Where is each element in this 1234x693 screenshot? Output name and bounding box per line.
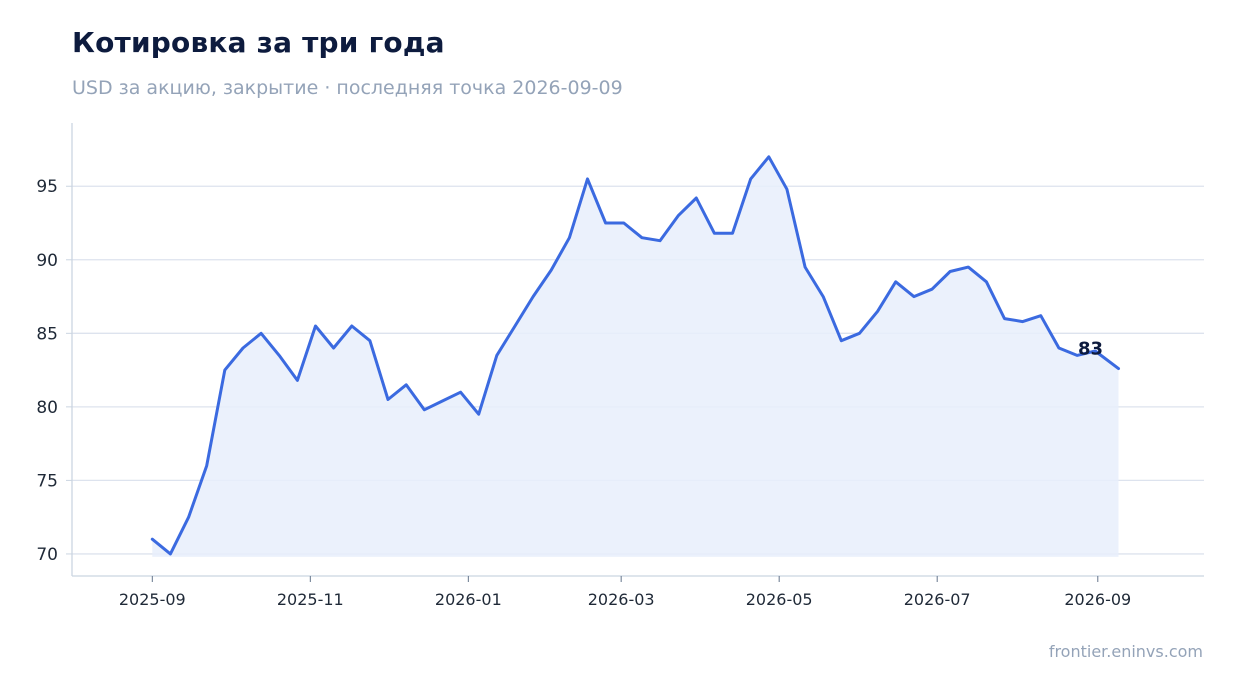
last-value-label: 83 [1078,339,1103,360]
price-series [150,155,1120,557]
chart-axes [66,123,1204,582]
x-tick-label: 2026-05 [746,590,813,609]
y-tick-label: 95 [36,177,58,197]
source-credit: frontier.eninvs.com [1048,642,1203,661]
x-tick-label: 2026-03 [588,590,655,609]
y-tick-label: 70 [36,545,58,565]
y-tick-label: 75 [36,471,58,491]
tick-labels: 70 75 80 85 90 95 2025-09 2025-11 2026-01 2026-03… [36,177,1131,609]
series-line [150,155,1120,556]
chart-title: Котировка за три года [72,26,445,59]
chart-subtitle: USD за акцию, закрытие · последняя точка… [72,77,623,99]
x-tick-label: 2026-01 [435,590,502,609]
x-tick-label: 2025-09 [119,590,186,609]
y-tick-label: 85 [36,324,58,344]
x-tick-label: 2025-11 [277,590,344,609]
x-tick-label: 2026-09 [1064,590,1131,609]
y-tick-label: 90 [36,251,58,271]
x-tick-label: 2026-07 [904,590,971,609]
series-area-fill [152,156,1119,557]
y-tick-label: 80 [36,398,58,418]
